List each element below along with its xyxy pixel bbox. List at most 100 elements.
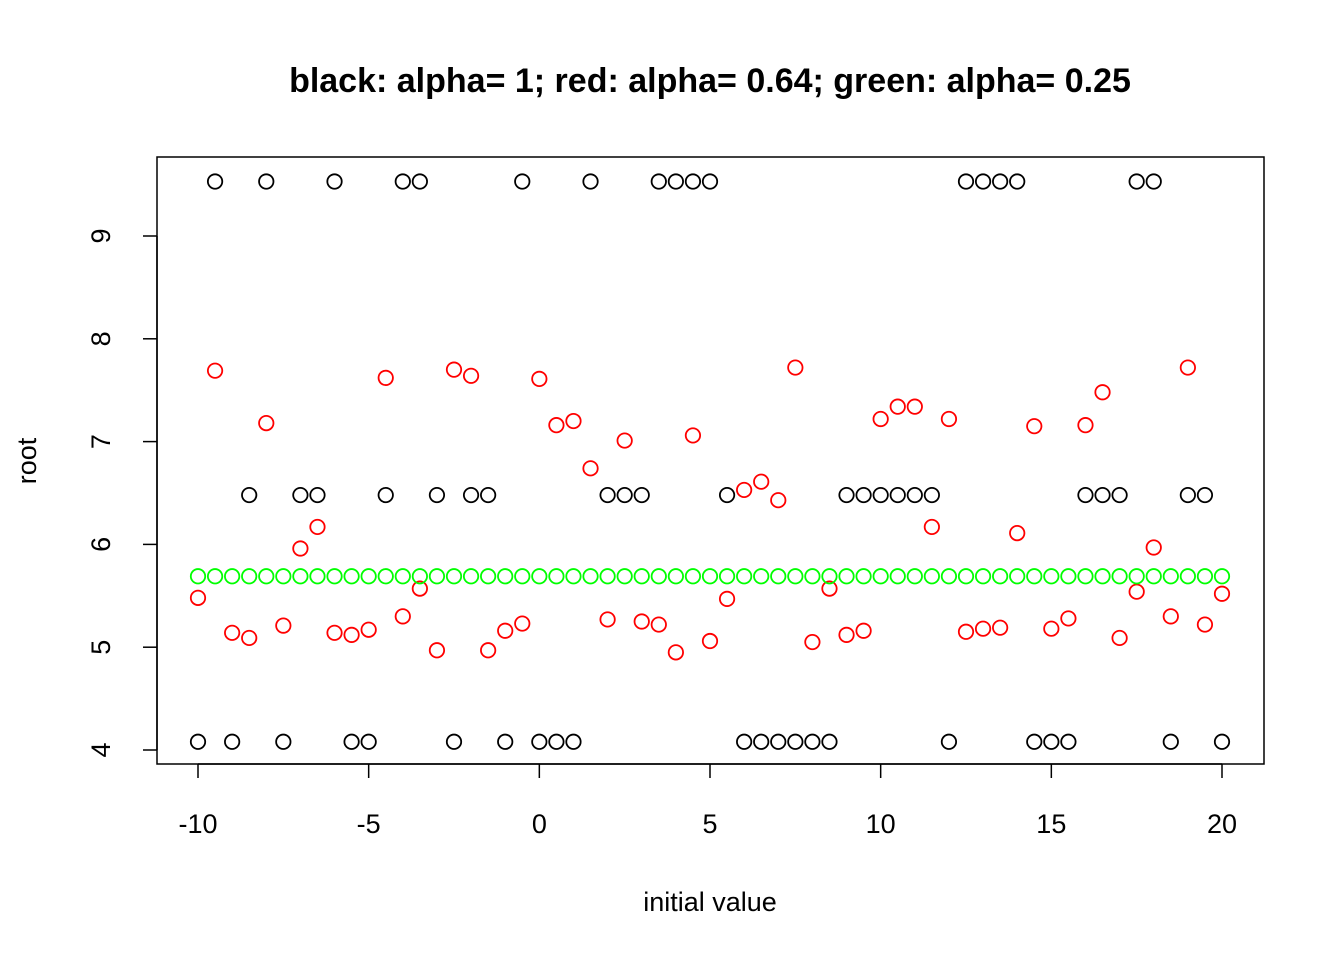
black-series-point [394, 173, 411, 190]
y-axis-label: root [12, 437, 42, 484]
red-series-point [1145, 539, 1162, 556]
green-series-point [548, 568, 565, 585]
red-series-point [462, 367, 480, 384]
green-series-point [787, 568, 804, 585]
red-series-point [701, 632, 719, 650]
red-series-point [241, 629, 258, 647]
red-series-point [633, 613, 650, 630]
green-series-point [923, 568, 940, 585]
green-series-point [701, 568, 719, 585]
green-series-point [1111, 568, 1128, 585]
red-series-point [770, 492, 787, 509]
y-tick-label: 5 [86, 640, 116, 655]
red-series-point [480, 642, 497, 659]
red-series-point [974, 620, 992, 637]
plot-frame [156, 156, 1265, 765]
black-series-point [684, 173, 702, 190]
red-series-point [360, 621, 377, 638]
black-series-point [1094, 486, 1111, 504]
red-series-point [1026, 418, 1043, 435]
red-series-point [292, 540, 309, 557]
red-series-point [821, 580, 838, 597]
x-tick-label: 10 [866, 809, 896, 839]
red-series-point [1111, 629, 1128, 647]
x-tick-label: 0 [532, 809, 547, 839]
green-series-point [1060, 568, 1077, 585]
red-series-point [1196, 616, 1214, 633]
green-series-point [445, 568, 463, 585]
black-series-point [411, 173, 428, 190]
green-series-point [292, 568, 309, 585]
black-series-point [633, 486, 650, 504]
red-series-point [275, 617, 292, 634]
black-series-point [770, 733, 787, 750]
green-series-point [650, 568, 667, 585]
black-series-point [445, 733, 463, 750]
red-series-point [258, 414, 275, 432]
red-series-point [804, 633, 821, 651]
red-series-point [411, 580, 428, 597]
black-series-point [804, 733, 821, 750]
red-series-point [1179, 359, 1196, 376]
black-series-point [531, 733, 548, 750]
green-series-point [957, 568, 975, 585]
green-series-point [206, 568, 224, 585]
black-series-point [206, 173, 224, 190]
green-series-point [377, 568, 394, 585]
red-series-point [548, 417, 565, 434]
green-series-point [258, 568, 275, 585]
red-series-point [923, 518, 940, 536]
black-series-point [889, 486, 906, 504]
red-series-point [531, 370, 548, 387]
red-series-point [428, 642, 446, 659]
red-series-point [1128, 583, 1145, 600]
black-series-point [189, 733, 207, 750]
black-series-point [241, 486, 258, 504]
green-series-point [582, 568, 599, 585]
black-series-point [974, 173, 992, 190]
green-series-point [633, 568, 650, 585]
x-tick-label: 15 [1036, 809, 1066, 839]
black-series-point [1026, 733, 1043, 750]
black-series-point [224, 733, 241, 750]
black-series-point [1111, 486, 1128, 504]
red-series-point [343, 626, 360, 643]
red-series-point [1162, 608, 1179, 625]
black-series-point [923, 486, 940, 504]
black-series-point [753, 733, 770, 750]
red-series-point [1094, 384, 1111, 401]
black-series-point [292, 486, 309, 504]
black-series-point [736, 733, 753, 750]
green-series-point [241, 568, 258, 585]
black-series-point [1213, 733, 1231, 750]
green-series-point [497, 568, 514, 585]
red-series-point [1060, 610, 1077, 627]
green-series-point [872, 568, 889, 585]
green-series-point [189, 568, 207, 585]
green-series-point [889, 568, 906, 585]
black-series-point [497, 733, 514, 750]
green-series-point [718, 568, 736, 585]
red-series-point [616, 432, 633, 449]
green-series-point [360, 568, 377, 585]
red-series-point [326, 624, 343, 641]
green-series-point [394, 568, 411, 585]
black-series-point [360, 733, 377, 750]
red-series-point [189, 589, 207, 606]
red-series-point [667, 644, 684, 661]
black-series [189, 173, 1231, 750]
black-series-point [377, 486, 394, 504]
y-tick-label: 6 [86, 537, 116, 552]
red-series-point [838, 626, 855, 643]
black-series-point [821, 733, 838, 750]
green-series-point [821, 568, 838, 585]
red-series-point [992, 619, 1009, 636]
black-series-point [1145, 173, 1162, 190]
green-series-point [1145, 568, 1162, 585]
green-series [189, 568, 1231, 585]
black-series-point [1196, 486, 1214, 504]
black-series-point [548, 733, 565, 750]
black-series-point [1060, 733, 1077, 750]
black-series-point [1009, 173, 1026, 190]
green-series-point [462, 568, 480, 585]
